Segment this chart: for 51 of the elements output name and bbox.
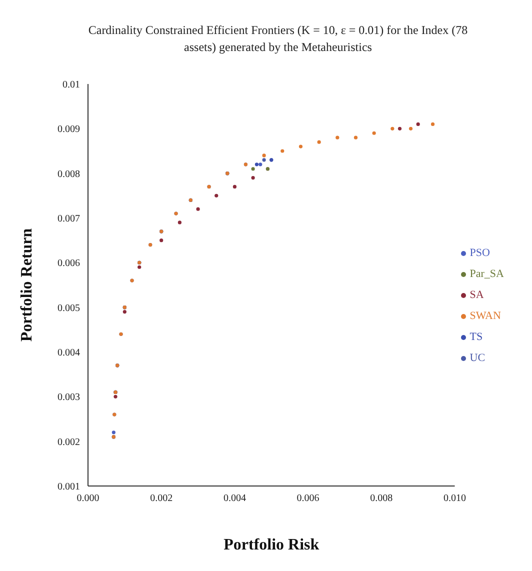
- point: [112, 430, 116, 434]
- x-tick-label: 0.000: [76, 493, 100, 504]
- x-axis-title: Portfolio Risk: [224, 536, 320, 554]
- y-tick-label: 0.01: [62, 80, 80, 91]
- point: [232, 184, 237, 189]
- y-tick-label: 0.004: [58, 348, 80, 359]
- y-tick-label: 0.006: [58, 258, 80, 270]
- point: [354, 136, 358, 140]
- point: [196, 207, 200, 211]
- point: [390, 126, 394, 130]
- point: [178, 220, 182, 224]
- point: [214, 194, 218, 198]
- legend-label: SWAN: [470, 310, 501, 322]
- x-tick-label: 0.002: [150, 493, 173, 504]
- point: [251, 167, 255, 171]
- y-tick-label: 0.003: [58, 392, 80, 404]
- point: [408, 126, 413, 130]
- chart-title: Cardinality Constrained Efficient Frontiers (K = 10, ε = 0.01) for the Index (78 assets) generated by the Metaheuristics: [87, 22, 469, 56]
- y-tick-label: 0.005: [58, 302, 80, 314]
- legend-label: PSO: [470, 247, 490, 259]
- point: [251, 176, 255, 180]
- legend-label: TS: [470, 331, 483, 343]
- point: [280, 149, 284, 153]
- point: [254, 162, 259, 166]
- y-tick-label: 0.002: [58, 436, 80, 448]
- point: [114, 394, 118, 398]
- x-tick-label: 0.008: [370, 493, 393, 504]
- point: [336, 136, 340, 140]
- point: [160, 238, 164, 242]
- point: [430, 122, 435, 126]
- y-tick-label: 0.009: [58, 124, 80, 136]
- legend-label: Par_SA: [470, 268, 504, 280]
- legend-label: SA: [470, 289, 484, 301]
- y-tick-label: 0.008: [58, 168, 80, 180]
- y-tick-label: 0.007: [58, 214, 80, 225]
- y-axis-title: Portfolio Return: [18, 228, 36, 342]
- point: [372, 131, 376, 135]
- x-tick-label: 0.006: [296, 493, 320, 504]
- x-tick-label: 0.010: [444, 493, 466, 504]
- point: [258, 162, 262, 166]
- point: [317, 140, 321, 144]
- point: [416, 122, 420, 126]
- x-tick-label: 0.004: [223, 493, 246, 504]
- point: [298, 144, 303, 148]
- point: [262, 154, 266, 158]
- point: [138, 265, 142, 269]
- point: [262, 158, 266, 162]
- legend-label: UC: [470, 352, 486, 364]
- point: [398, 126, 402, 130]
- y-tick-label: 0.001: [58, 482, 80, 493]
- point: [122, 310, 126, 314]
